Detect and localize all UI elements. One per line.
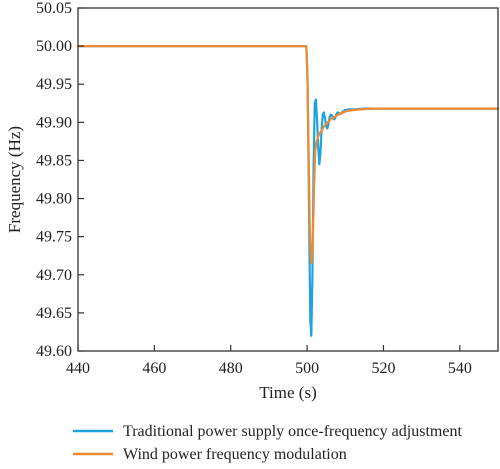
x-tick-label: 520 — [371, 360, 395, 377]
legend-label-2: Wind power frequency modulation — [123, 446, 347, 463]
y-tick-label: 49.75 — [36, 229, 72, 246]
series-line-2 — [76, 45, 500, 265]
series-line-1 — [76, 45, 500, 337]
x-tick-label: 460 — [142, 360, 166, 377]
y-tick-label: 49.70 — [36, 267, 72, 284]
y-tick-label: 49.60 — [36, 343, 72, 360]
x-tick-label: 500 — [295, 360, 319, 377]
series-lines — [76, 45, 500, 337]
y-tick-label: 50.00 — [36, 38, 72, 55]
legend-label-1: Traditional power supply once-frequency … — [123, 423, 462, 440]
x-axis-title: Time (s) — [259, 383, 316, 402]
plot-frame — [77, 7, 499, 352]
y-axis-title: Frequency (Hz) — [5, 126, 24, 233]
x-tick-label: 480 — [219, 360, 243, 377]
x-axis: 440 460 480 500 520 540 — [66, 345, 472, 377]
y-axis: 49.60 49.65 49.70 49.75 49.80 49.85 49.90 49.95… — [36, 0, 84, 360]
y-tick-label: 49.65 — [36, 305, 72, 322]
y-tick-label: 49.80 — [36, 191, 72, 208]
y-tick-label: 50.05 — [36, 0, 72, 17]
x-tick-label: 540 — [448, 360, 472, 377]
y-tick-label: 49.85 — [36, 152, 72, 169]
y-tick-label: 49.95 — [36, 76, 72, 93]
y-tick-label: 49.90 — [36, 114, 72, 131]
legend: Traditional power supply once-frequency … — [73, 423, 462, 463]
x-tick-label: 440 — [66, 360, 90, 377]
